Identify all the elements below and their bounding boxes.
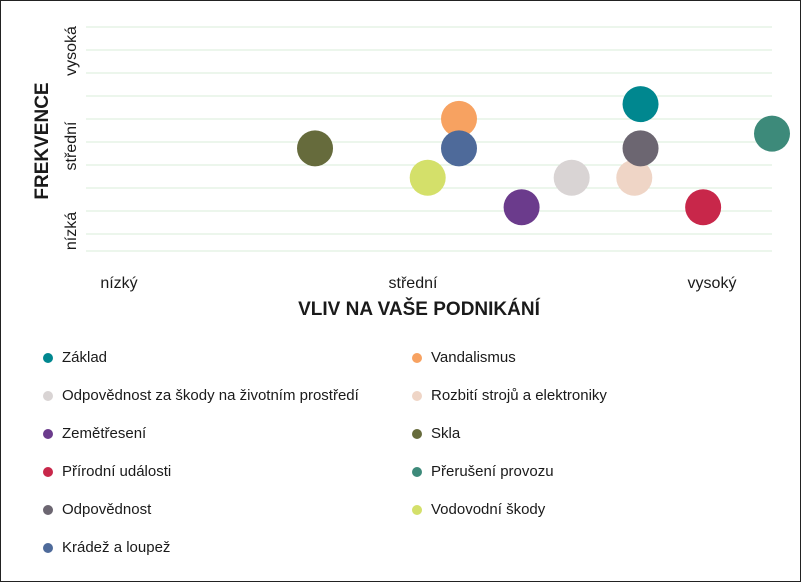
x-tick-low: nízký	[100, 275, 137, 292]
legend-swatch	[43, 542, 53, 553]
data-point	[409, 159, 446, 196]
legend-label: Zemětřesení	[62, 425, 147, 442]
legend-swatch	[412, 504, 422, 515]
y-axis-title: FREKVENCE	[32, 82, 53, 199]
data-point	[441, 130, 477, 167]
legend-item: Zemětřesení	[43, 425, 146, 442]
x-tick-high: vysoký	[688, 275, 737, 292]
data-point	[622, 130, 659, 167]
legend-swatch	[412, 390, 422, 401]
legend-label: Krádež a loupež	[62, 539, 171, 556]
legend-swatch	[43, 352, 53, 363]
legend-label: Základ	[62, 349, 108, 366]
y-tick-low: nízká	[63, 212, 80, 250]
legend-item: Vodovodní škody	[412, 501, 545, 518]
legend-label: Odpovědnost	[62, 501, 152, 518]
legend-swatch	[43, 504, 53, 515]
data-point	[754, 115, 790, 152]
data-point	[441, 100, 477, 137]
legend-item: Přírodní události	[43, 463, 171, 480]
legend-item: Skla	[412, 425, 460, 442]
legend-swatch	[412, 428, 422, 439]
x-tick-mid: střední	[389, 275, 438, 292]
data-point	[616, 159, 653, 196]
legend-label: Vandalismus	[431, 349, 516, 366]
data-point	[685, 189, 722, 226]
legend-item: Krádež a loupež	[43, 539, 170, 556]
legend-item: Odpovědnost za škody na životním prostře…	[43, 387, 359, 404]
data-point	[297, 130, 334, 167]
data-point	[622, 86, 659, 123]
legend-label: Rozbití strojů a elektroniky	[431, 387, 607, 404]
legend-item: Rozbití strojů a elektroniky	[412, 387, 607, 404]
data-point	[553, 159, 590, 196]
y-tick-high: vysoká	[63, 26, 80, 76]
legend-item: Odpovědnost	[43, 501, 151, 518]
legend-swatch	[412, 352, 422, 363]
legend-label: Odpovědnost za škody na životním prostře…	[62, 387, 359, 404]
legend-swatch	[43, 390, 53, 401]
scatter-chart: nízká střední vysoká FREKVENCE nízký stř…	[32, 26, 790, 320]
legend-label: Vodovodní škody	[431, 501, 546, 518]
legend-swatch	[412, 466, 422, 477]
grid-lines	[86, 26, 772, 252]
legend-swatch	[43, 466, 53, 477]
legend-label: Přírodní události	[62, 463, 172, 480]
legend-label: Skla	[431, 425, 461, 442]
x-axis-title: VLIV NA VAŠE PODNIKÁNÍ	[298, 298, 540, 320]
data-points	[297, 86, 790, 226]
legend-label: Přerušení provozu	[431, 463, 554, 480]
legend-item: Přerušení provozu	[412, 463, 554, 480]
legend-item: Vandalismus	[412, 349, 516, 366]
data-point	[503, 189, 540, 226]
legend-swatch	[43, 428, 53, 439]
legend-item: Základ	[43, 349, 107, 366]
y-tick-mid: střední	[63, 121, 80, 170]
